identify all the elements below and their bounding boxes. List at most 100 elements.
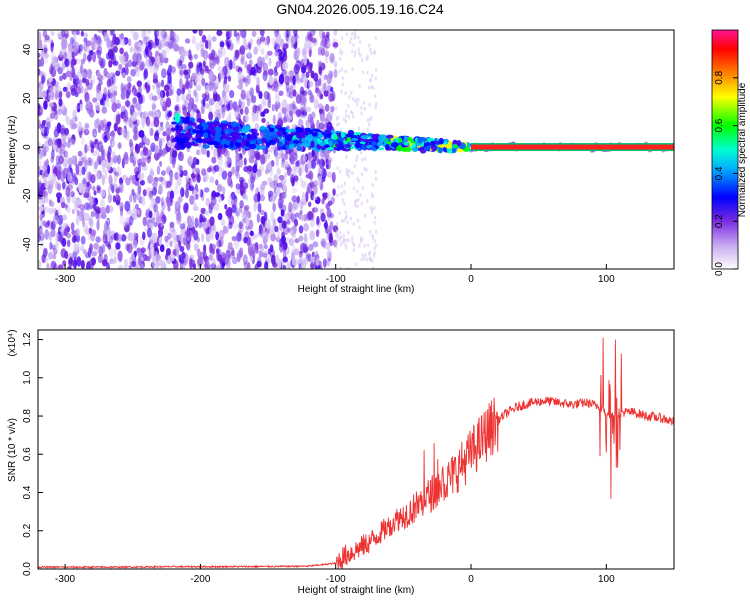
spectrogram-noise-cell <box>123 258 128 269</box>
spectrogram-noise-cell <box>106 78 112 88</box>
spectrogram-noise-cell <box>168 64 173 74</box>
spectrogram-noise-cell <box>258 61 264 69</box>
spectrogram-noise-cell <box>365 257 369 262</box>
spectrogram-noise-cell <box>358 83 361 88</box>
spectrogram-noise-cell <box>298 253 303 262</box>
spectrogram-signal-cell <box>350 137 359 141</box>
spectrogram-noise-cell <box>39 228 44 237</box>
spectrogram-noise-cell <box>345 32 349 37</box>
spectrogram-noise-cell <box>324 103 330 112</box>
spectrogram-noise-cell <box>280 209 285 217</box>
spectrogram-noise-cell <box>50 201 55 208</box>
spectrogram-noise-cell <box>72 77 79 89</box>
spectrogram-noise-cell <box>333 30 338 36</box>
spectrogram-signal-cell <box>378 135 383 142</box>
spectrogram-signal-cell <box>175 124 180 131</box>
spectrogram-signal-cell <box>395 145 404 152</box>
spectrogram-noise-cell <box>276 167 281 175</box>
spectrogram-noise-cell <box>41 164 48 171</box>
spectrogram-noise-cell <box>113 90 118 97</box>
spectrogram-noise-cell <box>318 122 325 130</box>
spectrogram-noise-cell <box>80 259 85 269</box>
spectrogram-signal-cell <box>385 134 394 139</box>
spectrogram-noise-cell <box>62 86 68 92</box>
spectrogram-noise-cell <box>134 232 139 240</box>
spectrogram-noise-cell <box>216 250 220 261</box>
spectrogram-noise-cell <box>320 113 325 122</box>
spectrogram-noise-cell <box>111 184 115 194</box>
spectrogram-noise-cell <box>128 215 134 226</box>
spectrogram-noise-cell <box>240 100 245 110</box>
spectrogram-noise-cell <box>166 128 172 136</box>
spectrogram-noise-cell <box>141 156 147 163</box>
spectrogram-noise-cell <box>40 84 44 91</box>
spectrogram-noise-cell <box>103 67 108 77</box>
y-tick-label: 1.2 <box>22 332 33 346</box>
spectrogram-noise-cell <box>77 150 83 157</box>
spectrogram-noise-cell <box>353 36 356 41</box>
spectrogram-noise-cell <box>179 245 185 252</box>
spectrogram-noise-cell <box>149 168 154 177</box>
spectrogram-noise-cell <box>166 112 172 118</box>
spectrogram-noise-cell <box>247 50 252 58</box>
spectrogram-noise-cell <box>59 75 63 82</box>
spectrogram-noise-cell <box>277 216 283 224</box>
spectrogram-noise-cell <box>325 113 329 121</box>
spectrogram-noise-cell <box>79 245 85 252</box>
spectrogram-signal-cell <box>182 119 190 125</box>
spectrogram-noise-cell <box>148 222 154 228</box>
spectrogram-noise-cell <box>314 264 321 269</box>
spectrogram-noise-cell <box>83 32 89 39</box>
spectrogram-noise-cell <box>41 74 45 85</box>
spectrogram-noise-cell <box>280 235 286 244</box>
spectrogram-noise-cell <box>49 229 56 238</box>
spectrogram-noise-cell <box>159 244 165 253</box>
spectrogram-noise-cell <box>143 144 147 153</box>
spectrogram-noise-cell <box>270 77 274 87</box>
spectrogram-noise-cell <box>98 56 103 66</box>
spectrogram-noise-cell <box>322 258 327 268</box>
spectrogram-noise-cell <box>177 61 183 70</box>
spectrogram-noise-cell <box>148 49 153 57</box>
spectrogram-noise-cell <box>48 207 54 215</box>
spectrogram-noise-cell <box>81 216 86 228</box>
spectrogram-noise-cell <box>132 151 138 162</box>
spectrogram-noise-cell <box>352 114 355 119</box>
spectrogram-noise-cell <box>305 106 312 112</box>
spectrogram-noise-cell <box>65 70 72 78</box>
spectrogram-noise-cell <box>260 111 265 117</box>
spectrogram-noise-cell <box>305 71 310 78</box>
spectrogram-noise-cell <box>352 186 356 191</box>
spectrogram-noise-cell <box>292 103 297 110</box>
spectrogram-noise-cell <box>137 58 142 66</box>
spectrogram-noise-cell <box>316 215 320 226</box>
spectrogram-noise-cell <box>374 243 378 248</box>
spectrogram-noise-cell <box>50 51 56 60</box>
spectrogram-noise-cell <box>85 187 90 195</box>
spectrogram-noise-cell <box>187 93 191 101</box>
spectrogram-noise-cell <box>219 257 223 265</box>
spectrogram-noise-cell <box>288 30 292 38</box>
spectrogram-signal-cell <box>384 143 390 151</box>
spectrogram-noise-cell <box>173 43 180 52</box>
spectrogram-noise-cell <box>188 61 194 69</box>
spectrogram-noise-cell <box>217 49 223 59</box>
spectrogram-noise-cell <box>326 31 330 38</box>
spectrogram-noise-cell <box>372 266 375 269</box>
spectrogram-noise-cell <box>354 203 357 208</box>
spectrogram-noise-cell <box>90 263 94 269</box>
spectrogram-noise-cell <box>117 64 123 71</box>
x-tick-label: -100 <box>326 574 346 585</box>
spectrogram-noise-cell <box>310 257 316 265</box>
spectrogram-noise-cell <box>209 176 215 183</box>
spectrogram-noise-cell <box>38 103 41 109</box>
spectrogram-noise-cell <box>161 149 166 158</box>
spectrogram-noise-cell <box>347 230 350 235</box>
spectrogram-noise-cell <box>293 106 298 115</box>
spectrogram-noise-cell <box>216 30 223 37</box>
spectrogram-noise-cell <box>280 194 285 205</box>
colorbar-tick-label: 0.0 <box>714 262 725 276</box>
spectrogram-noise-cell <box>75 215 80 226</box>
spectrogram-noise-cell <box>177 196 183 204</box>
spectrogram-noise-cell <box>165 90 170 98</box>
